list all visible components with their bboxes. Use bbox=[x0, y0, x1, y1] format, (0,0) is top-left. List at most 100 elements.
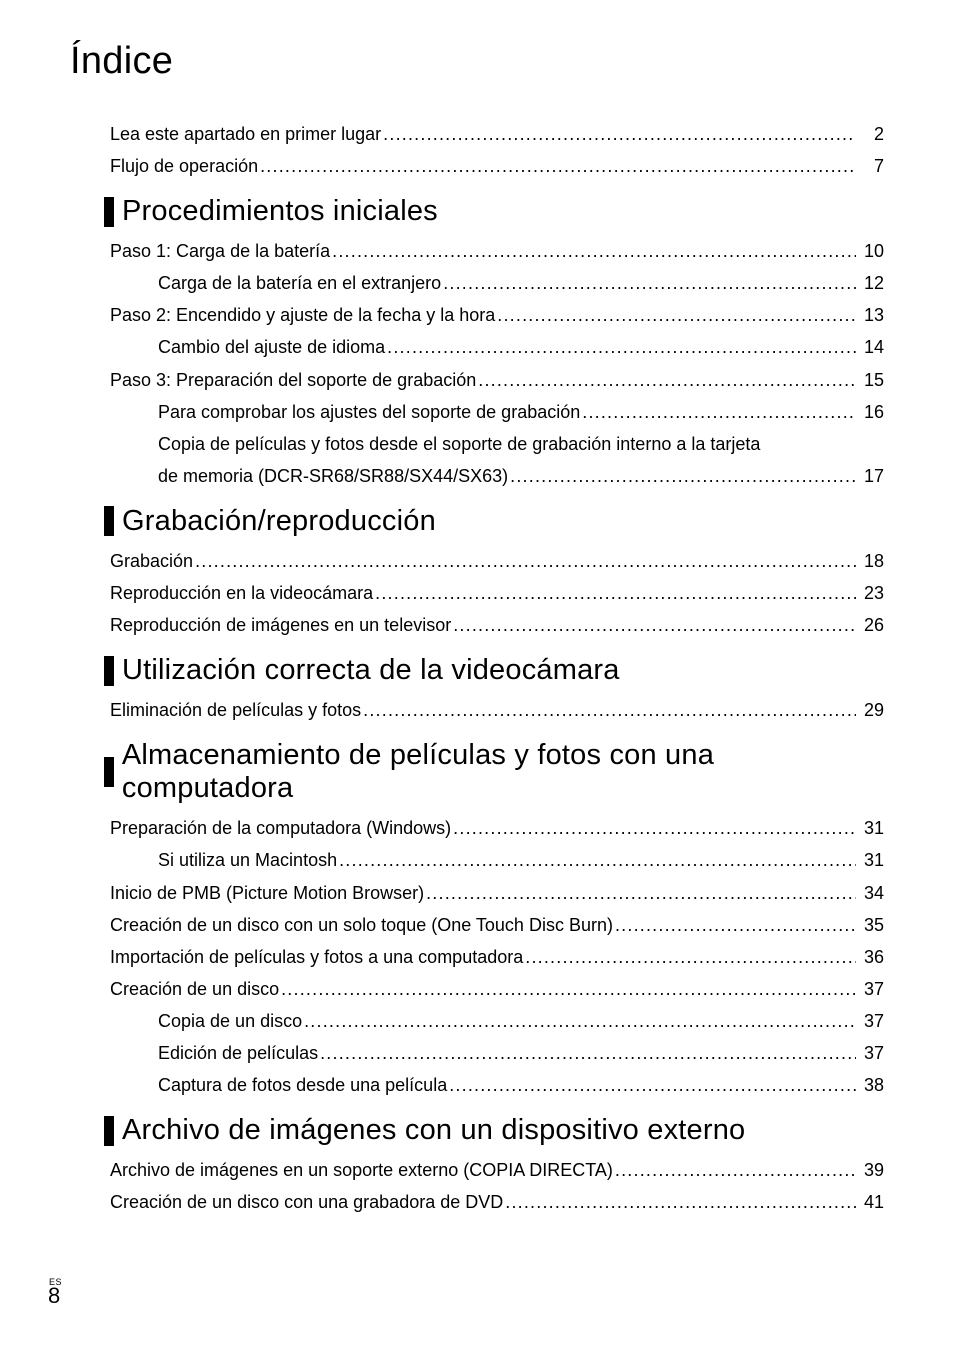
toc-dots bbox=[478, 367, 856, 393]
toc-entry[interactable]: Grabación 18 bbox=[110, 548, 884, 574]
toc-entry-label: Cambio del ajuste de idioma bbox=[158, 334, 385, 360]
toc-entry[interactable]: Lea este apartado en primer lugar 2 bbox=[110, 121, 884, 147]
toc-entry[interactable]: Para comprobar los ajustes del soporte d… bbox=[158, 399, 884, 425]
toc-entry[interactable]: Inicio de PMB (Picture Motion Browser) 34 bbox=[110, 880, 884, 906]
toc-entry-label: Creación de un disco bbox=[110, 976, 279, 1002]
toc-entry-label: Paso 2: Encendido y ajuste de la fecha y… bbox=[110, 302, 495, 328]
toc-entry-page: 23 bbox=[858, 580, 884, 606]
toc-entry[interactable]: Paso 1: Carga de la batería10 bbox=[110, 238, 884, 264]
toc-dots bbox=[339, 847, 856, 873]
toc-dots bbox=[505, 1189, 856, 1215]
toc-dots bbox=[443, 270, 856, 296]
section-heading: Almacenamiento de películas y fotos con … bbox=[104, 739, 884, 805]
section-heading-text: Archivo de imágenes con un dispositivo e… bbox=[122, 1114, 745, 1147]
toc-entry-label: Carga de la batería en el extranjero bbox=[158, 270, 441, 296]
toc-entry-label: Creación de un disco con una grabadora d… bbox=[110, 1189, 503, 1215]
toc-dots bbox=[260, 153, 856, 179]
footer-page-number: 8 bbox=[48, 1283, 60, 1308]
section-bar-icon bbox=[104, 506, 114, 536]
toc-entry-page: 13 bbox=[858, 302, 884, 328]
section-bar-icon bbox=[104, 656, 114, 686]
toc-dots bbox=[615, 1157, 856, 1183]
toc-entry[interactable]: Eliminación de películas y fotos 29 bbox=[110, 697, 884, 723]
toc-entry-page: 34 bbox=[858, 880, 884, 906]
toc-entry-label: Preparación de la computadora (Windows) bbox=[110, 815, 451, 841]
toc-entry-page: 26 bbox=[858, 612, 884, 638]
section-heading: Archivo de imágenes con un dispositivo e… bbox=[104, 1114, 884, 1147]
toc-entry-label: de memoria (DCR-SR68/SR88/SX44/SX63) bbox=[158, 463, 508, 489]
toc-dots bbox=[497, 302, 856, 328]
toc-entry[interactable]: Captura de fotos desde una película38 bbox=[158, 1072, 884, 1098]
toc-entry-page: 16 bbox=[858, 399, 884, 425]
toc-entry-label: Inicio de PMB (Picture Motion Browser) bbox=[110, 880, 424, 906]
toc-entry[interactable]: de memoria (DCR-SR68/SR88/SX44/SX63) 17 bbox=[158, 463, 884, 489]
toc-entry[interactable]: Edición de películas37 bbox=[158, 1040, 884, 1066]
toc-entry[interactable]: Cambio del ajuste de idioma14 bbox=[158, 334, 884, 360]
toc-entry-page: 2 bbox=[858, 121, 884, 147]
toc-entry-page: 12 bbox=[858, 270, 884, 296]
toc-entry-page: 38 bbox=[858, 1072, 884, 1098]
toc-entry-label: Importación de películas y fotos a una c… bbox=[110, 944, 523, 970]
toc-dots bbox=[195, 548, 856, 574]
toc-dots bbox=[453, 815, 856, 841]
toc-entry-label: Copia de películas y fotos desde el sopo… bbox=[158, 431, 760, 457]
section-bar-icon bbox=[104, 1116, 114, 1146]
toc-dots bbox=[449, 1072, 856, 1098]
toc-entry[interactable]: Creación de un disco con una grabadora d… bbox=[110, 1189, 884, 1215]
toc-dots bbox=[332, 238, 856, 264]
toc-entry[interactable]: Carga de la batería en el extranjero 12 bbox=[158, 270, 884, 296]
toc-entry[interactable]: Creación de un disco con un solo toque (… bbox=[110, 912, 884, 938]
toc-entry[interactable]: Flujo de operación7 bbox=[110, 153, 884, 179]
toc-entry[interactable]: Si utiliza un Macintosh31 bbox=[158, 847, 884, 873]
toc-entry-page: 18 bbox=[858, 548, 884, 574]
toc-entry[interactable]: Reproducción en la videocámara 23 bbox=[110, 580, 884, 606]
section-heading: Grabación/reproducción bbox=[104, 505, 884, 538]
toc-entry-page: 39 bbox=[858, 1157, 884, 1183]
toc-entry-label: Grabación bbox=[110, 548, 193, 574]
toc-entry[interactable]: Preparación de la computadora (Windows) 3… bbox=[110, 815, 884, 841]
page-footer: ES 8 bbox=[48, 1277, 62, 1309]
toc-entry[interactable]: Copia de un disco37 bbox=[158, 1008, 884, 1034]
toc-entry-label: Reproducción de imágenes en un televisor bbox=[110, 612, 451, 638]
toc-entry[interactable]: Reproducción de imágenes en un televisor… bbox=[110, 612, 884, 638]
toc-entry-page: 36 bbox=[858, 944, 884, 970]
toc-entry-page: 10 bbox=[858, 238, 884, 264]
toc-entry-page: 17 bbox=[858, 463, 884, 489]
toc-entry-label: Eliminación de películas y fotos bbox=[110, 697, 361, 723]
table-of-contents: Lea este apartado en primer lugar 2 Flujo … bbox=[110, 121, 884, 1215]
section-bar-icon bbox=[104, 197, 114, 227]
toc-entry[interactable]: Creación de un disco 37 bbox=[110, 976, 884, 1002]
toc-entry-page: 31 bbox=[858, 847, 884, 873]
toc-dots bbox=[615, 912, 856, 938]
toc-dots bbox=[383, 121, 856, 147]
toc-entry[interactable]: Paso 2: Encendido y ajuste de la fecha y… bbox=[110, 302, 884, 328]
toc-entry-label: Lea este apartado en primer lugar bbox=[110, 121, 381, 147]
toc-entry-label: Paso 3: Preparación del soporte de graba… bbox=[110, 367, 476, 393]
toc-dots bbox=[281, 976, 856, 1002]
section-bar-icon bbox=[104, 757, 114, 787]
toc-entry-page: 37 bbox=[858, 1040, 884, 1066]
toc-entry[interactable]: Importación de películas y fotos a una c… bbox=[110, 944, 884, 970]
toc-entry-page: 41 bbox=[858, 1189, 884, 1215]
toc-entry-label: Para comprobar los ajustes del soporte d… bbox=[158, 399, 580, 425]
toc-entry-page: 15 bbox=[858, 367, 884, 393]
toc-entry-page: 31 bbox=[858, 815, 884, 841]
toc-dots bbox=[582, 399, 856, 425]
toc-entry[interactable]: Archivo de imágenes en un soporte extern… bbox=[110, 1157, 884, 1183]
toc-dots bbox=[304, 1008, 856, 1034]
toc-dots bbox=[525, 944, 856, 970]
toc-entry-label: Creación de un disco con un solo toque (… bbox=[110, 912, 613, 938]
toc-entry-page: 29 bbox=[858, 697, 884, 723]
toc-entry-label: Archivo de imágenes en un soporte extern… bbox=[110, 1157, 613, 1183]
toc-entry-label: Reproducción en la videocámara bbox=[110, 580, 373, 606]
toc-dots bbox=[453, 612, 856, 638]
toc-entry-page: 37 bbox=[858, 976, 884, 1002]
toc-entry[interactable]: Paso 3: Preparación del soporte de graba… bbox=[110, 367, 884, 393]
toc-entry[interactable]: Copia de películas y fotos desde el sopo… bbox=[158, 431, 884, 457]
toc-dots bbox=[363, 697, 856, 723]
toc-dots bbox=[375, 580, 856, 606]
toc-entry-page: 35 bbox=[858, 912, 884, 938]
toc-entry-label: Flujo de operación bbox=[110, 153, 258, 179]
section-heading: Procedimientos iniciales bbox=[104, 195, 884, 228]
toc-dots bbox=[387, 334, 856, 360]
